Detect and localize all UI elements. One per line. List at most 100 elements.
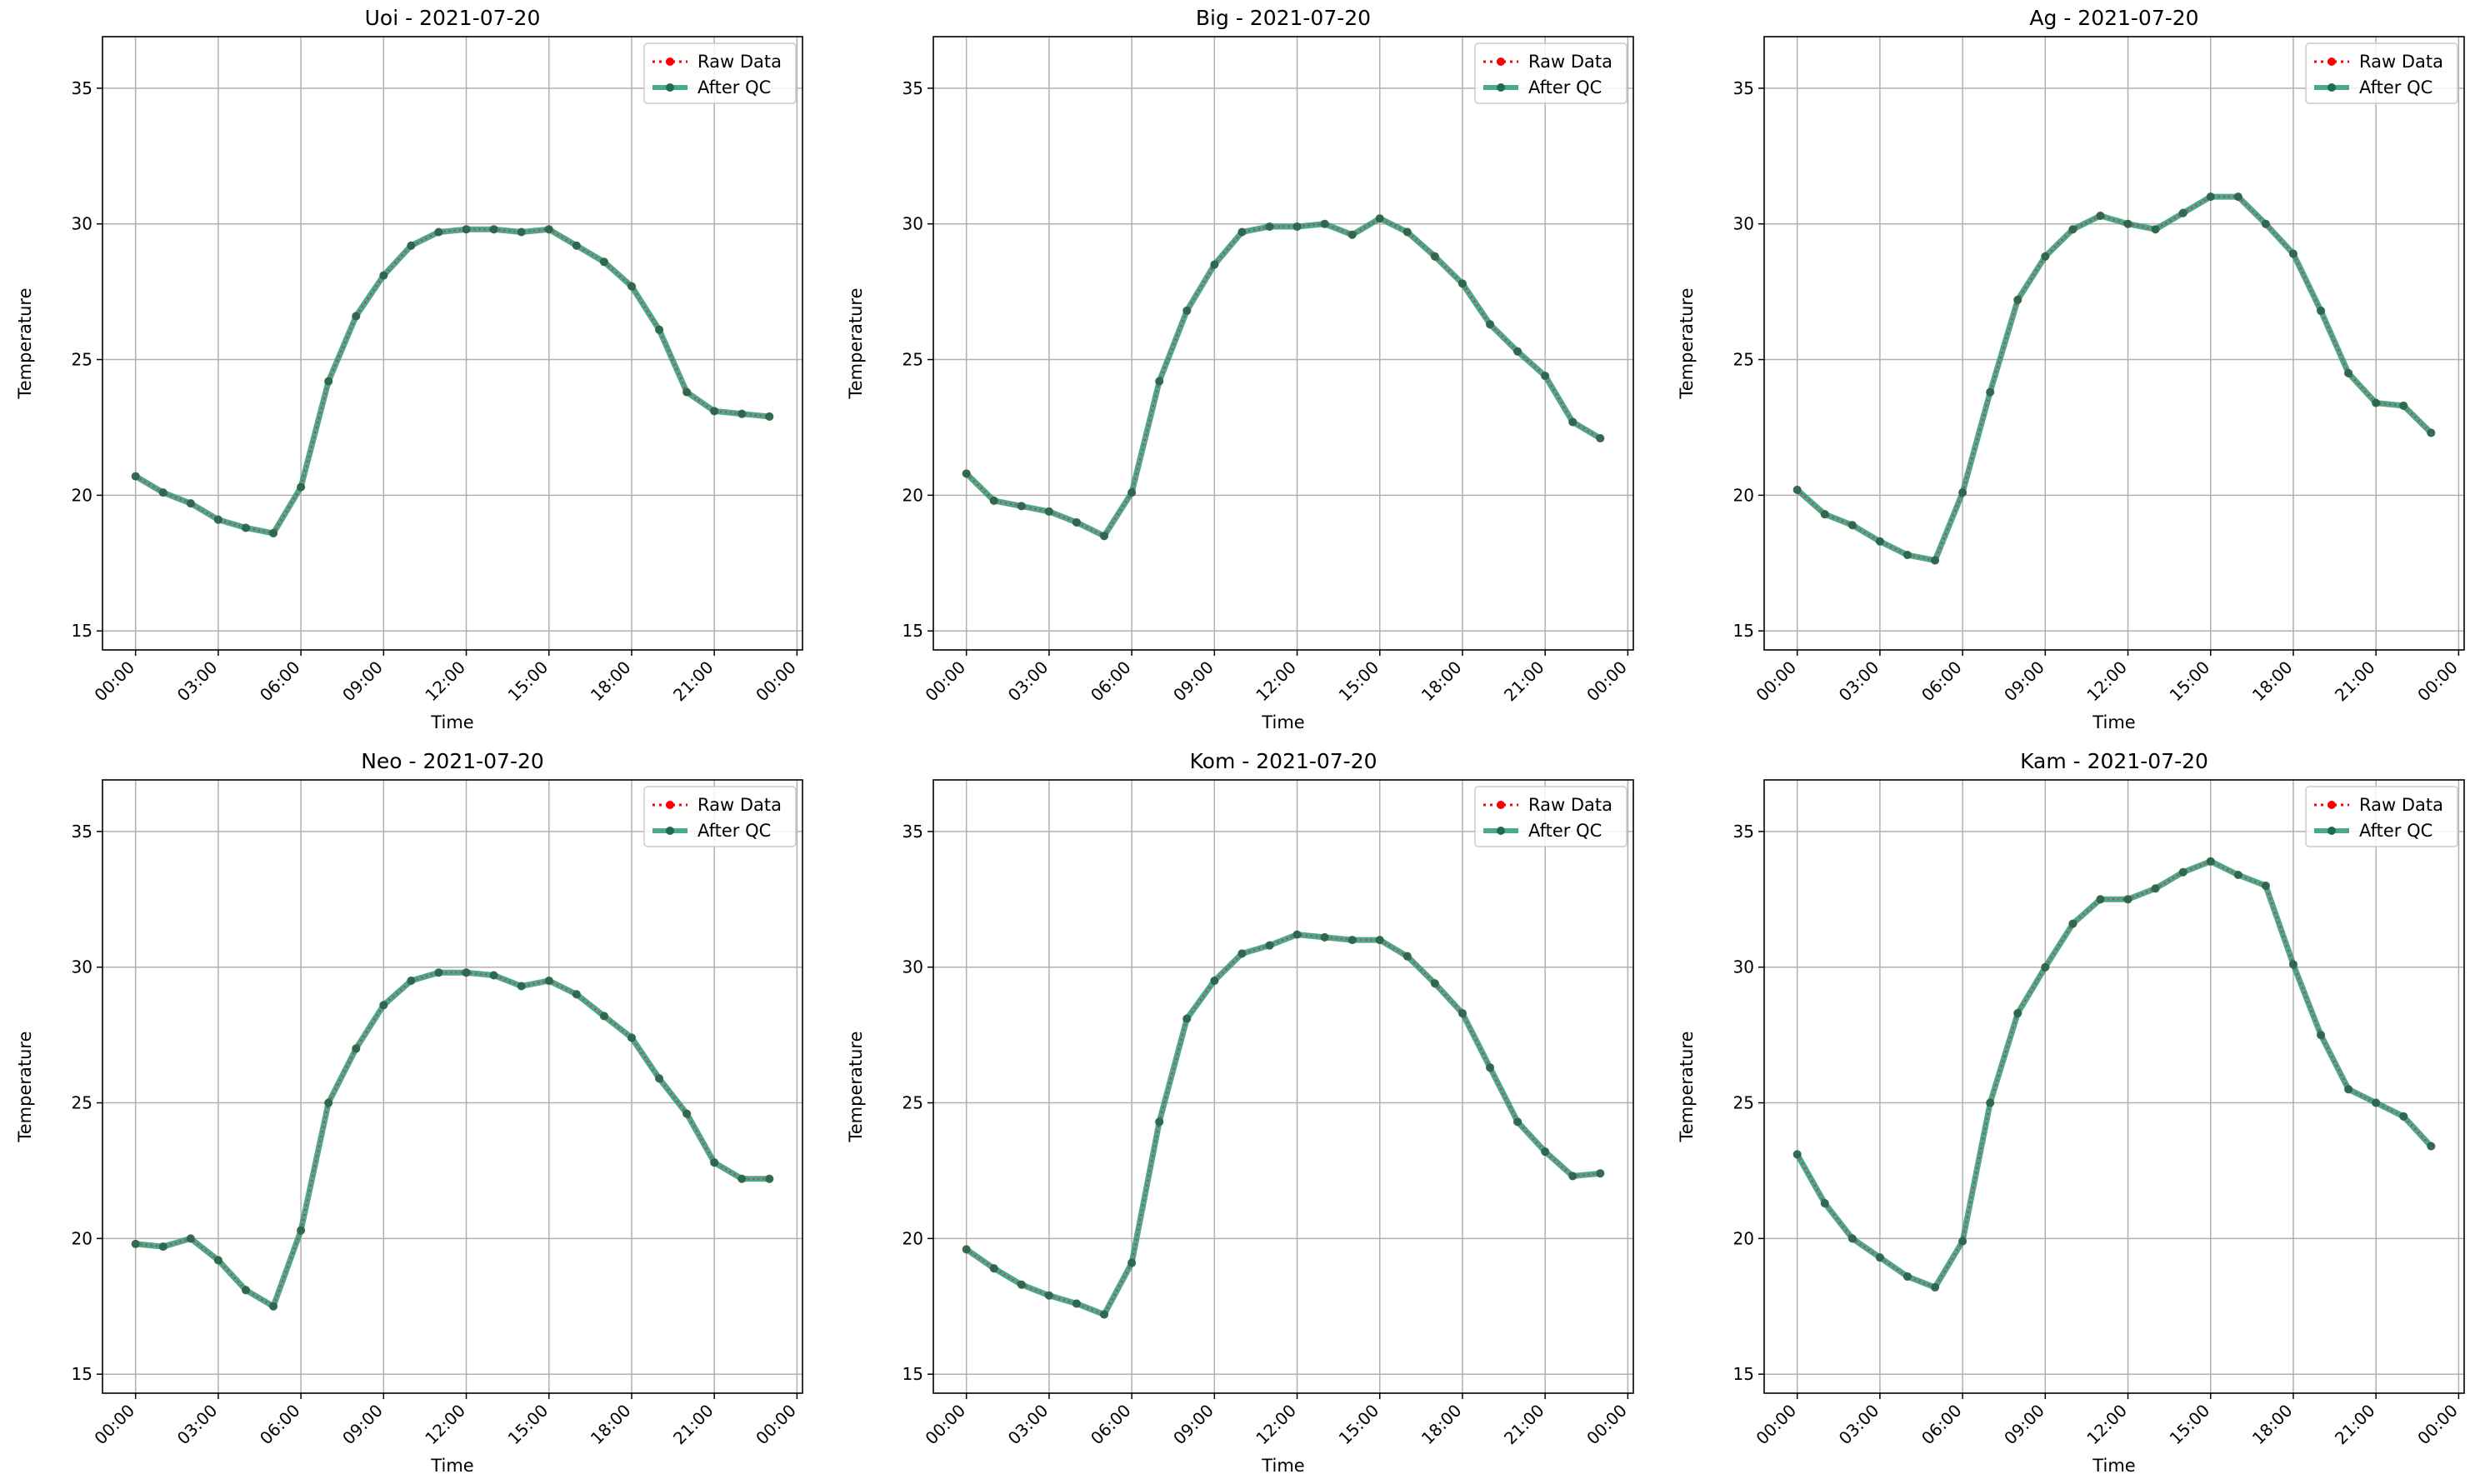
after-qc-point <box>2427 1142 2436 1151</box>
x-tick-label: 09:00 <box>2000 657 2048 706</box>
series-line-raw-data <box>965 933 1601 1317</box>
x-tick-label: 03:00 <box>1004 657 1052 706</box>
after-qc-point <box>962 469 971 478</box>
after-qc-point <box>1958 1237 1968 1246</box>
x-tick-label: 21:00 <box>1500 657 1548 706</box>
after-qc-point <box>1128 488 1137 497</box>
after-qc-point <box>1541 372 1550 381</box>
legend: Raw Data After QC <box>1474 786 1628 847</box>
after-qc-point <box>2344 1085 2353 1094</box>
after-qc-point <box>1402 227 1412 237</box>
x-tick-label: 12:00 <box>2082 1401 2131 1449</box>
subplot-3: 00:00 03:00 06:00 09:00 12:00 15:00 18:00 21:00… <box>15 749 803 1476</box>
y-tick-label: 20 <box>902 1228 923 1248</box>
after-qc-point <box>434 968 443 977</box>
after-qc-point <box>1348 230 1357 239</box>
after-qc-point <box>1458 279 1467 288</box>
legend: Raw Data After QC <box>643 786 797 847</box>
x-tick-label: 09:00 <box>2000 1401 2048 1449</box>
x-tick-label: 15:00 <box>1335 1401 1383 1449</box>
y-axis-label: Temperature <box>15 287 35 399</box>
series-line-after-qc <box>133 226 770 537</box>
after-qc-point <box>352 312 361 321</box>
after-qc-point <box>1210 260 1219 269</box>
series-line-after-qc <box>964 932 1601 1318</box>
after-qc-point <box>1402 952 1412 961</box>
x-tick-label: 18:00 <box>1418 657 1466 706</box>
after-qc-point <box>2206 857 2215 866</box>
after-qc-point <box>158 1242 168 1252</box>
y-axis-label: Temperature <box>846 287 866 399</box>
x-tick-label: 00:00 <box>90 1401 138 1449</box>
after-qc-point <box>1348 936 1357 945</box>
after-qc-point <box>2261 219 2270 228</box>
after-qc-point <box>324 1098 333 1107</box>
x-tick-label: 12:00 <box>421 1401 469 1449</box>
after-qc-point <box>1430 252 1439 261</box>
after-qc-point <box>1017 1280 1026 1289</box>
y-tick-label: 30 <box>1733 957 1754 977</box>
after-qc-point <box>1017 502 1026 511</box>
after-qc-point <box>2317 1031 2326 1040</box>
x-tick-label: 00:00 <box>752 1401 800 1449</box>
after-qc-point <box>1430 979 1439 988</box>
after-qc-point <box>682 387 692 397</box>
y-tick-label: 15 <box>1733 1364 1754 1384</box>
y-tick-label: 25 <box>72 1093 92 1113</box>
after-qc-point <box>2399 401 2408 410</box>
after-qc-point <box>1875 1253 1884 1262</box>
after-qc-point <box>1320 219 1329 228</box>
series-line-raw-data <box>135 971 770 1308</box>
legend-marker-raw-data <box>2328 57 2336 66</box>
x-tick-label: 03:00 <box>173 657 222 706</box>
x-tick-label: 03:00 <box>1835 1401 1883 1449</box>
x-tick-label: 00:00 <box>752 657 800 706</box>
legend: Raw Data After QC <box>643 42 797 104</box>
after-qc-point <box>738 409 747 418</box>
x-tick-label: 18:00 <box>587 1401 635 1449</box>
after-qc-point <box>599 1012 608 1021</box>
after-qc-point <box>655 325 664 334</box>
x-tick-label: 18:00 <box>2248 1401 2297 1449</box>
after-qc-point <box>131 472 140 481</box>
subplot-title: Neo - 2021-07-20 <box>361 749 544 773</box>
legend: Raw Data After QC <box>2305 786 2458 847</box>
legend-marker-raw-data <box>1497 801 1505 809</box>
y-tick-label: 20 <box>1733 1228 1754 1248</box>
after-qc-point <box>1986 387 1995 397</box>
after-qc-point <box>324 377 333 386</box>
after-qc-point <box>1072 1299 1081 1308</box>
x-tick-label: 00:00 <box>1582 657 1631 706</box>
legend-label-after-qc: After QC <box>2359 77 2432 97</box>
legend-label-after-qc: After QC <box>698 77 771 97</box>
after-qc-point <box>186 499 195 508</box>
y-tick-label: 30 <box>72 957 92 977</box>
after-qc-point <box>655 1074 664 1083</box>
after-qc-point <box>1292 222 1302 231</box>
plot-frame <box>932 36 1634 651</box>
after-qc-point <box>2041 252 2050 261</box>
x-tick-label: 09:00 <box>338 1401 387 1449</box>
after-qc-point <box>2178 208 2188 217</box>
plot-frame <box>102 779 803 1394</box>
legend-marker-after-qc <box>1497 827 1505 835</box>
after-qc-point <box>1100 532 1109 541</box>
after-qc-point <box>2261 882 2270 891</box>
subplot-4: 00:00 03:00 06:00 09:00 12:00 15:00 18:00 21:00… <box>846 749 1634 1476</box>
after-qc-point <box>517 982 526 991</box>
after-qc-point <box>2123 219 2132 228</box>
after-qc-point <box>1044 1291 1053 1300</box>
x-tick-label: 09:00 <box>1169 657 1218 706</box>
after-qc-point <box>158 488 168 497</box>
x-tick-label: 12:00 <box>421 657 469 706</box>
subplot-title: Kom - 2021-07-20 <box>1190 749 1378 773</box>
x-tick-label: 12:00 <box>1252 1401 1300 1449</box>
after-qc-point <box>1568 417 1578 427</box>
after-qc-point <box>1568 1172 1578 1181</box>
y-tick-label: 35 <box>902 822 923 842</box>
legend-marker-after-qc <box>666 827 674 835</box>
after-qc-point <box>2288 249 2298 258</box>
after-qc-point <box>1848 1234 1857 1243</box>
x-tick-label: 12:00 <box>2082 657 2131 706</box>
after-qc-point <box>1238 949 1247 958</box>
